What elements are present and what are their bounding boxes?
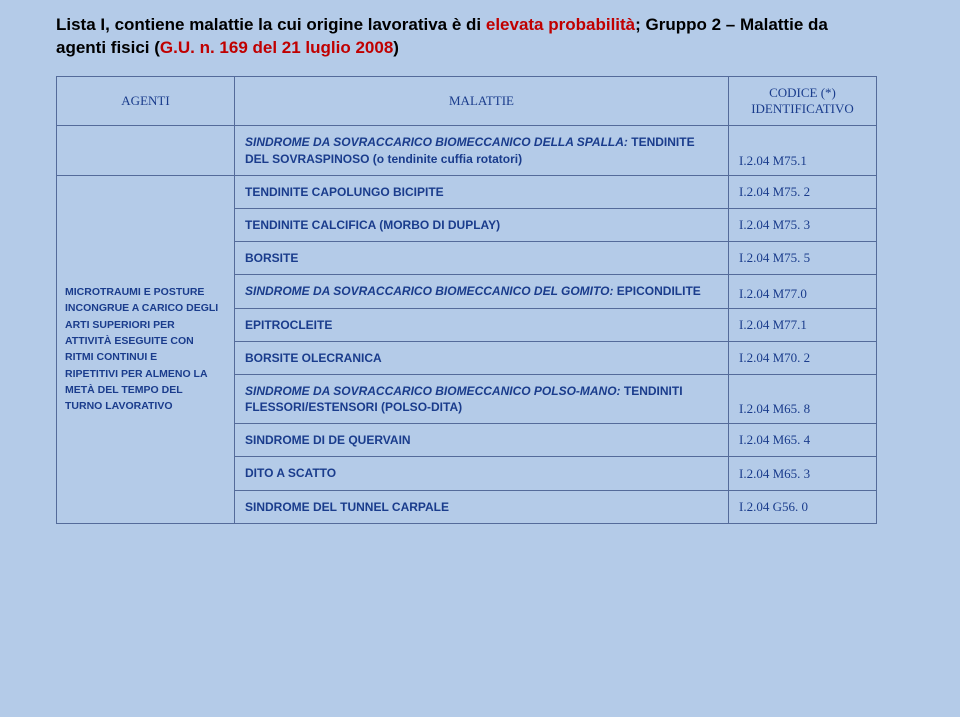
agent-line: TURNO LAVORATIVO [65,400,173,412]
title-part1: Lista I, contiene malattie la cui origin… [56,15,486,34]
malattia-cell: SINDROME DA SOVRACCARICO BIOMECCANICO PO… [235,374,729,423]
agent-cell-empty [57,126,235,175]
table-row: MICROTRAUMI E POSTUREINCONGRUE A CARICO … [57,175,877,208]
title-red1: elevata probabilità [486,15,635,34]
code-cell: I.2.04 M65. 4 [729,424,877,457]
code-cell: I.2.04 M77.0 [729,275,877,308]
agent-cell: MICROTRAUMI E POSTURE INCONGRUE A CARICO … [57,175,235,523]
agent-line: ATTIVITÀ ESEGUITE CON [65,335,194,347]
malattia-text: EPICONDILITE [617,284,701,298]
code-cell: I.2.04 M75. 3 [729,208,877,241]
code-cell: I.2.04 G56. 0 [729,490,877,523]
malattia-cell: EPITROCLEITE [235,308,729,341]
code-cell: I.2.04 M70. 2 [729,341,877,374]
code-cell: I.2.04 M77.1 [729,308,877,341]
code-cell: I.2.04 M65. 8 [729,374,877,423]
header-malattie: MALATTIE [235,76,729,126]
code-cell: I.2.04 M65. 3 [729,457,877,490]
table-row: SINDROME DA SOVRACCARICO BIOMECCANICO DE… [57,126,877,175]
agent-line: INCONGRUE A CARICO DEGLI [65,302,218,314]
code-cell: I.2.04 M75.1 [729,126,877,175]
malattia-cell: BORSITE OLECRANICA [235,341,729,374]
malattia-italic: SINDROME DA SOVRACCARICO BIOMECCANICO DE… [245,135,631,149]
malattia-cell: DITO A SCATTO [235,457,729,490]
header-codice: CODICE (*) IDENTIFICATIVO [729,76,877,126]
code-cell: I.2.04 M75. 5 [729,242,877,275]
header-agenti: AGENTI [57,76,235,126]
malattia-italic: SINDROME DA SOVRACCARICO BIOMECCANICO DE… [245,284,617,298]
agent-line: MICROTRAUMI E POSTURE [65,286,204,298]
agent-line: ARTI SUPERIORI PER [65,319,175,331]
malattia-cell: BORSITE [235,242,729,275]
malattia-cell: TENDINITE CALCIFICA (MORBO DI DUPLAY) [235,208,729,241]
malattia-cell: SINDROME DEL TUNNEL CARPALE [235,490,729,523]
agent-line: RITMI CONTINUI E [65,351,157,363]
title-red2: G.U. n. 169 del 21 luglio 2008 [160,38,393,57]
malattia-cell: SINDROME DI DE QUERVAIN [235,424,729,457]
malattia-cell: SINDROME DA SOVRACCARICO BIOMECCANICO DE… [235,275,729,308]
title-part4: ) [393,38,399,57]
agent-line: RIPETITIVI PER ALMENO LA [65,368,208,380]
table-header-row: AGENTI MALATTIE CODICE (*) IDENTIFICATIV… [57,76,877,126]
diseases-table: AGENTI MALATTIE CODICE (*) IDENTIFICATIV… [56,76,877,524]
page-title: Lista I, contiene malattie la cui origin… [56,14,876,60]
malattia-cell: TENDINITE CAPOLUNGO BICIPITE [235,175,729,208]
agent-line: METÀ DEL TEMPO DEL [65,384,183,396]
code-cell: I.2.04 M75. 2 [729,175,877,208]
malattia-italic: SINDROME DA SOVRACCARICO BIOMECCANICO PO… [245,384,624,398]
malattia-cell: SINDROME DA SOVRACCARICO BIOMECCANICO DE… [235,126,729,175]
